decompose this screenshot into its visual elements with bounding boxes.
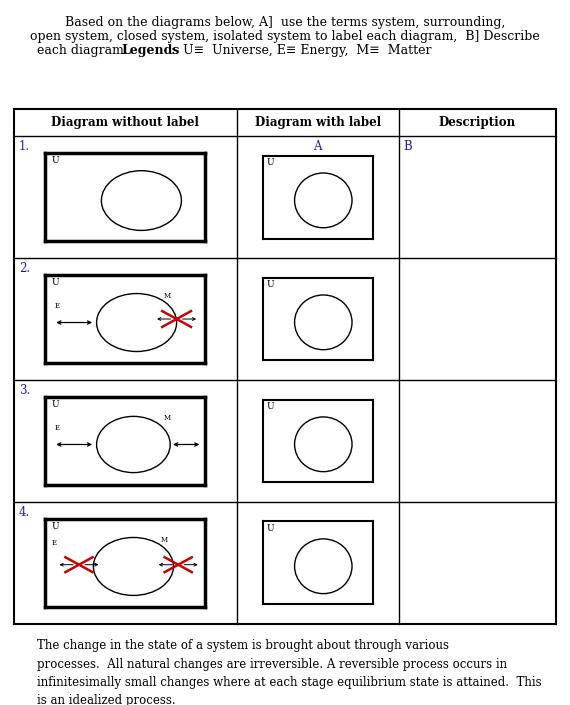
Text: 4.: 4. [19, 506, 30, 519]
Text: Diagram without label: Diagram without label [51, 116, 200, 129]
Text: U: U [52, 156, 59, 165]
Text: E: E [55, 424, 60, 432]
Text: U: U [267, 402, 275, 411]
Text: The change in the state of a system is brought about through various: The change in the state of a system is b… [37, 639, 449, 652]
Text: U: U [267, 524, 275, 533]
Text: U: U [52, 522, 59, 531]
Text: E: E [55, 302, 60, 310]
Text: M: M [164, 414, 171, 422]
Text: M: M [164, 292, 171, 300]
Text: each diagram.  Legends: each diagram. Legends [37, 44, 204, 56]
Text: open system, closed system, isolated system to label each diagram,  B] Describe: open system, closed system, isolated sys… [30, 30, 540, 42]
Text: 1.: 1. [19, 140, 30, 153]
Text: U: U [267, 158, 275, 167]
Text: A: A [314, 140, 322, 153]
Text: Legends: Legends [121, 44, 180, 56]
Text: U: U [267, 280, 275, 289]
Text: Description: Description [439, 116, 516, 129]
Text: B: B [404, 140, 412, 153]
Text: 2.: 2. [19, 262, 30, 275]
Text: 3.: 3. [19, 384, 30, 397]
Text: E: E [52, 539, 57, 547]
Text: :  U≡  Universe, E≡ Energy,  M≡  Matter: : U≡ Universe, E≡ Energy, M≡ Matter [171, 44, 431, 56]
Text: U: U [52, 278, 59, 287]
Text: is an idealized process.: is an idealized process. [37, 694, 176, 705]
Text: infinitesimally small changes where at each stage equilibrium state is attained.: infinitesimally small changes where at e… [37, 676, 542, 689]
Text: U: U [52, 400, 59, 409]
Text: Based on the diagrams below, A]  use the terms system, surrounding,: Based on the diagrams below, A] use the … [65, 16, 505, 28]
Text: M: M [161, 536, 168, 544]
Text: processes.  All natural changes are irreversible. A reversible process occurs in: processes. All natural changes are irrev… [37, 658, 507, 670]
Text: each diagram.: each diagram. [37, 44, 136, 56]
Text: Diagram with label: Diagram with label [255, 116, 381, 129]
